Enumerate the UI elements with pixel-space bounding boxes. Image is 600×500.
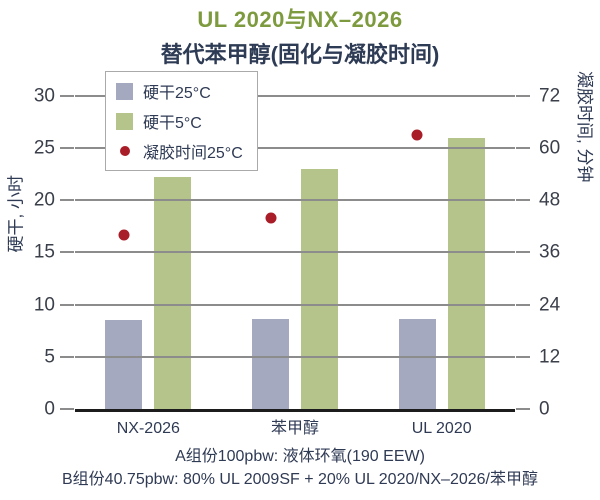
bar-dry25 [252, 319, 289, 409]
bar-dry5 [447, 137, 485, 409]
legend-label: 硬干5°C [143, 115, 202, 132]
bar-dry25 [398, 319, 436, 409]
bar-dry25 [105, 320, 143, 409]
legend-swatch-square [116, 112, 133, 130]
chart-title-line1: UL 2020与NX–2026 [197, 7, 403, 32]
legend-dot-holder [116, 143, 133, 160]
left-tick-mark [60, 408, 74, 410]
footnotes: A组份100pbw: 液体环氧(190 EEW) B组份40.75pbw: 80… [0, 445, 600, 491]
gridline [75, 251, 515, 254]
category-group-3: UL 2020 [368, 75, 515, 437]
legend-label: 凝胶时间25°C [143, 145, 243, 162]
right-tick-mark [516, 147, 530, 150]
right-tick-mark [516, 408, 530, 410]
left-tick-label: 5 [44, 346, 55, 368]
right-tick-mark [516, 303, 530, 306]
right-tick-mark [516, 94, 530, 97]
left-tick-label: 20 [33, 189, 55, 211]
right-tick-label: 0 [539, 398, 550, 420]
legend-item: 凝胶时间25°C [116, 139, 243, 163]
gridline [75, 147, 515, 150]
category-group-1: NX-2026 [75, 75, 222, 437]
gridline [75, 199, 515, 202]
left-axis-title: 硬干, 小时 [6, 175, 26, 253]
x-axis-label: UL 2020 [411, 420, 472, 437]
chart-title-line2: 替代苯甲醇(固化与凝胶时间) [160, 42, 440, 67]
left-tick-mark [60, 355, 74, 358]
gridline [75, 303, 515, 306]
bar-dry5 [301, 168, 338, 409]
right-tick-mark [516, 199, 530, 202]
gridline [75, 94, 515, 97]
right-tick-label: 60 [539, 137, 561, 159]
right-tick-label: 48 [539, 189, 561, 211]
right-tick-mark [516, 355, 530, 358]
gridline [75, 355, 515, 358]
legend-dot-icon [119, 146, 130, 156]
left-tick-mark [60, 303, 74, 306]
gel-time-point [118, 229, 130, 241]
plot-area: 硬干25°C 硬干5°C 凝胶时间25°C NX-2026 苯甲醇 UL 2020 0 0… [34, 71, 560, 437]
legend: 硬干25°C 硬干5°C 凝胶时间25°C [105, 71, 258, 171]
bar-dry5 [154, 177, 192, 409]
right-tick-label: 12 [539, 346, 561, 368]
x-axis-label: 苯甲醇 [271, 420, 320, 437]
left-tick-mark [60, 94, 74, 97]
left-tick-label: 30 [33, 85, 55, 107]
right-tick-label: 36 [539, 241, 561, 263]
x-axis-label: NX-2026 [116, 420, 180, 437]
legend-item: 硬干5°C [116, 109, 243, 133]
legend-label: 硬干25°C [143, 85, 211, 102]
gel-time-point [265, 212, 276, 224]
footnote-b: B组份40.75pbw: 80% UL 2009SF + 20% UL 2020… [62, 471, 538, 488]
gel-time-point [411, 129, 423, 141]
left-tick-label: 0 [44, 398, 55, 420]
left-tick-mark [60, 147, 74, 150]
left-tick-label: 10 [33, 294, 55, 316]
legend-item: 硬干25°C [116, 79, 243, 103]
right-tick-mark [516, 251, 530, 254]
legend-swatch-square [116, 82, 133, 100]
footnote-a: A组份100pbw: 液体环氧(190 EEW) [175, 448, 425, 465]
left-tick-mark [60, 251, 74, 254]
bar-groups: NX-2026 苯甲醇 UL 2020 [75, 75, 515, 437]
right-tick-label: 24 [539, 294, 561, 316]
chart-title: UL 2020与NX–2026 替代苯甲醇(固化与凝胶时间) [0, 2, 600, 69]
category-group-2: 苯甲醇 [222, 75, 369, 437]
right-tick-label: 72 [539, 85, 561, 107]
left-tick-label: 15 [33, 241, 55, 263]
left-tick-label: 25 [33, 137, 55, 159]
left-tick-mark [60, 199, 74, 202]
